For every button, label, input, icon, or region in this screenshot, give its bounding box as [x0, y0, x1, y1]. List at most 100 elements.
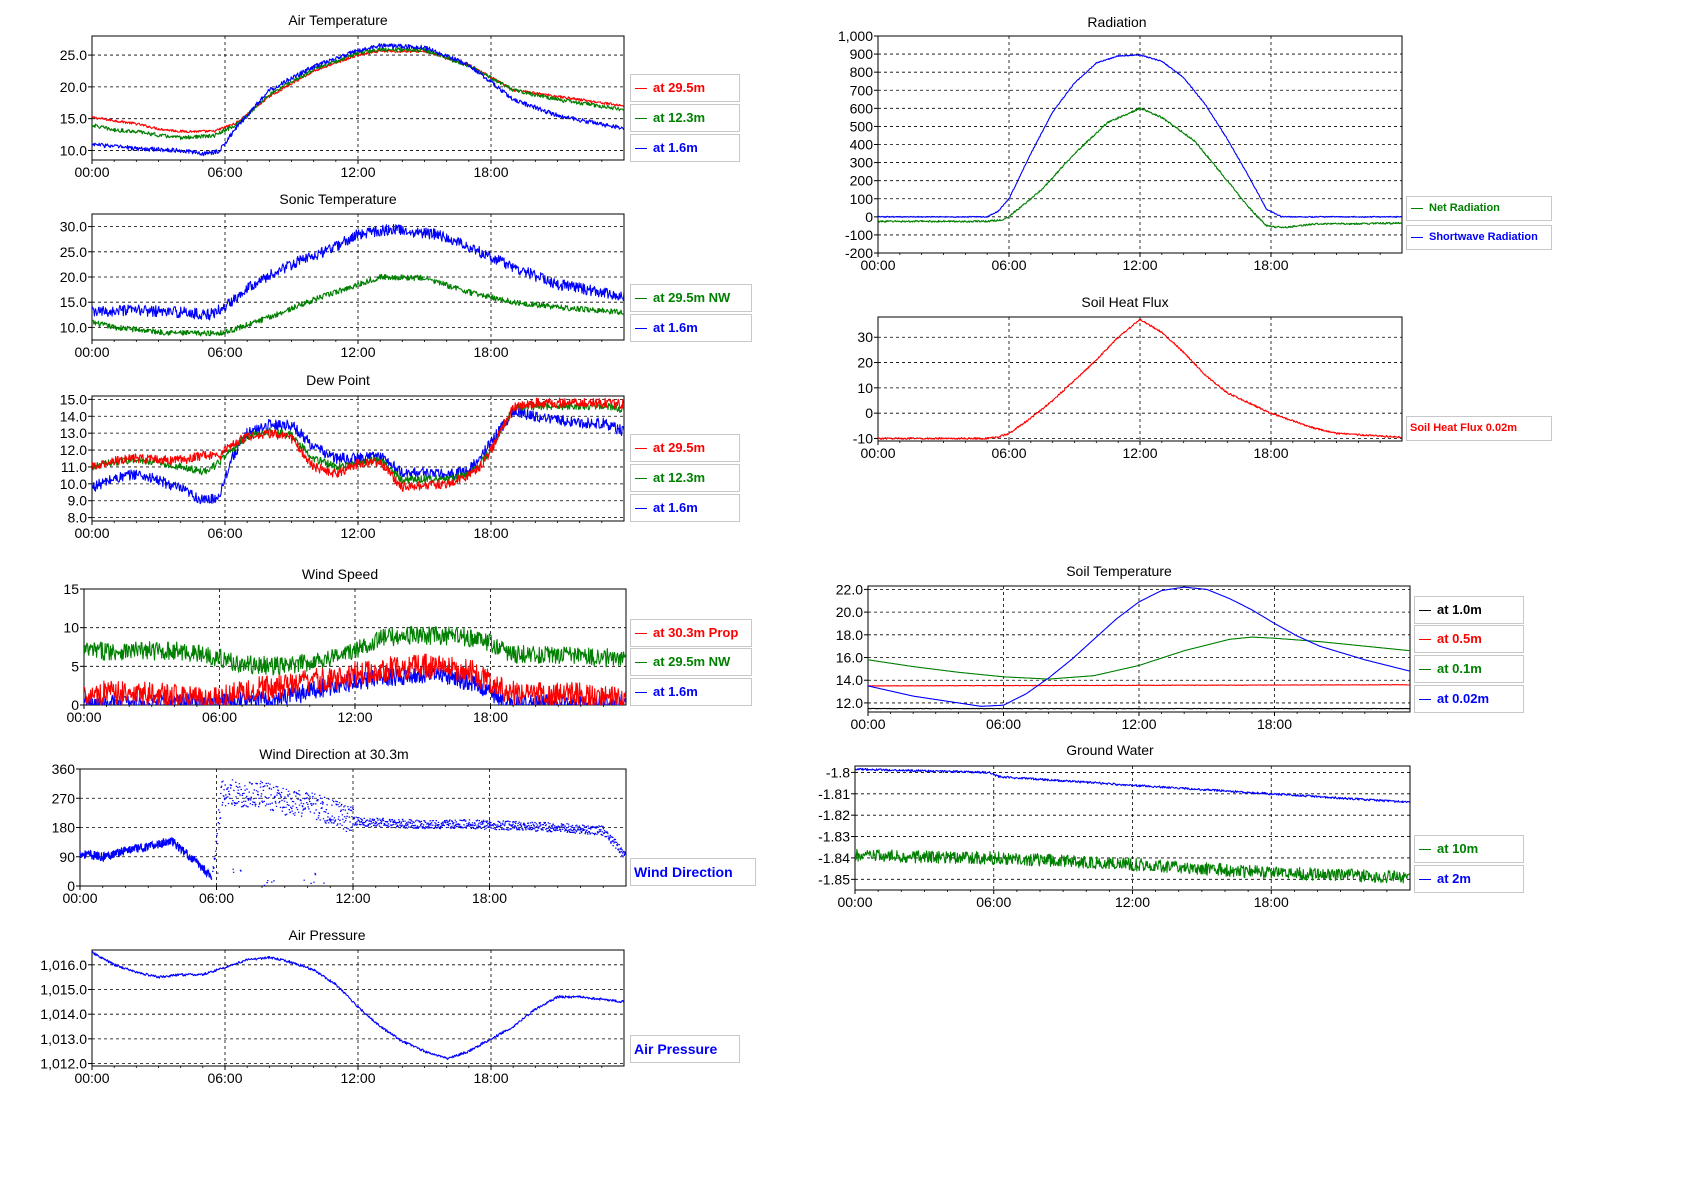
legend-label: at 30.3m Prop	[653, 625, 738, 640]
legend-shortwave-radiation: Shortwave Radiation	[1406, 225, 1552, 250]
y-tick-label: -1.8	[826, 764, 850, 780]
legend-swatch	[635, 448, 647, 449]
x-tick-label: 12:00	[340, 1070, 375, 1086]
dew-point-title: Dew Point	[306, 372, 370, 388]
y-tick-label: 11.0	[61, 459, 87, 475]
x-tick-label: 12:00	[1122, 257, 1157, 273]
y-tick-label: 20	[857, 355, 873, 371]
x-tick-label: 06:00	[207, 525, 242, 541]
legend-label: at 10m	[1437, 841, 1478, 856]
legend-swatch	[1419, 699, 1431, 700]
y-tick-label: 18.0	[836, 627, 863, 643]
legend-at-29-5m-nw: at 29.5m NW	[630, 284, 752, 312]
y-tick-label: 25.0	[60, 47, 87, 63]
x-tick-label: 18:00	[1254, 894, 1289, 910]
y-tick-label: 30	[857, 329, 873, 345]
x-tick-label: 00:00	[74, 164, 109, 180]
legend-label: at 1.6m	[653, 500, 698, 515]
legend-swatch	[635, 88, 647, 89]
y-tick-label: 600	[850, 100, 874, 116]
y-tick-label: -100	[845, 227, 873, 243]
legend-label: at 1.0m	[1437, 602, 1482, 617]
x-tick-label: 18:00	[473, 525, 508, 541]
legend-at-0-1m: at 0.1m	[1414, 655, 1524, 683]
x-tick-label: 06:00	[991, 257, 1026, 273]
x-tick-label: 12:00	[340, 525, 375, 541]
y-tick-label: -10	[853, 430, 873, 446]
x-tick-label: 18:00	[473, 1070, 508, 1086]
y-tick-label: 14.0	[836, 672, 863, 688]
legend-label: Wind Direction	[634, 864, 733, 880]
y-tick-label: 30.0	[60, 219, 87, 235]
sonic-temperature-title: Sonic Temperature	[279, 191, 396, 207]
legend-at-10m: at 10m	[1414, 835, 1524, 863]
y-tick-label: 1,013.0	[40, 1031, 87, 1047]
legend-at-1-6m: at 1.6m	[630, 494, 740, 522]
y-tick-label: 0	[865, 209, 873, 225]
y-tick-label: -1.84	[818, 850, 850, 866]
y-tick-label: 10	[857, 380, 873, 396]
legend-label: Soil Heat Flux 0.02m	[1410, 422, 1517, 434]
legend-swatch	[635, 478, 647, 479]
x-tick-label: 18:00	[1253, 257, 1288, 273]
y-tick-label: -1.83	[818, 829, 850, 845]
legend-at-0-5m: at 0.5m	[1414, 625, 1524, 653]
y-tick-label: 1,016.0	[40, 957, 87, 973]
legend-label: at 1.6m	[653, 684, 698, 699]
legend-at-1-0m: at 1.0m	[1414, 596, 1524, 624]
y-tick-label: 0	[865, 405, 873, 421]
legend-at-29-5m: at 29.5m	[630, 74, 740, 102]
legend-at-0-02m: at 0.02m	[1414, 685, 1524, 713]
x-tick-label: 12:00	[335, 890, 370, 906]
x-tick-label: 18:00	[473, 709, 508, 725]
y-tick-label: 0	[71, 697, 79, 713]
y-tick-label: 5	[71, 658, 79, 674]
x-tick-label: 12:00	[340, 344, 375, 360]
x-tick-label: 18:00	[472, 890, 507, 906]
legend-swatch	[635, 118, 647, 119]
x-tick-label: 12:00	[1115, 894, 1150, 910]
y-tick-label: 8.0	[68, 510, 88, 526]
legend-swatch	[635, 692, 647, 693]
x-tick-label: 12:00	[337, 709, 372, 725]
legend-swatch	[1419, 610, 1431, 611]
legend-swatch	[635, 298, 647, 299]
legend-label: at 12.3m	[653, 110, 705, 125]
legend-soil-heat-flux-0-02m: Soil Heat Flux 0.02m	[1406, 416, 1552, 441]
y-tick-label: -1.82	[818, 807, 850, 823]
y-tick-label: 25.0	[60, 244, 87, 260]
x-tick-label: 12:00	[340, 164, 375, 180]
x-tick-label: 06:00	[202, 709, 237, 725]
y-tick-label: -200	[845, 245, 873, 261]
legend-swatch	[1419, 639, 1431, 640]
legend-swatch	[1419, 669, 1431, 670]
x-tick-label: 06:00	[199, 890, 234, 906]
y-tick-label: 1,000	[838, 28, 873, 44]
y-tick-label: 10.0	[60, 142, 87, 158]
y-tick-label: 15.0	[60, 391, 87, 407]
y-tick-label: 10.0	[60, 319, 87, 335]
legend-swatch	[1419, 849, 1431, 850]
x-tick-label: 06:00	[207, 164, 242, 180]
legend-label: Air Pressure	[634, 1041, 717, 1057]
x-tick-label: 18:00	[473, 164, 508, 180]
x-tick-label: 00:00	[74, 344, 109, 360]
y-tick-label: 22.0	[836, 581, 863, 597]
x-tick-label: 00:00	[74, 525, 109, 541]
y-tick-label: 13.0	[60, 425, 87, 441]
legend-label: at 0.5m	[1437, 631, 1482, 646]
x-tick-label: 18:00	[1253, 445, 1288, 461]
x-tick-label: 06:00	[207, 1070, 242, 1086]
legend-label: at 29.5m	[653, 80, 705, 95]
y-tick-label: 20.0	[60, 79, 87, 95]
y-tick-label: 100	[850, 191, 874, 207]
y-tick-label: 12.0	[836, 695, 863, 711]
x-tick-label: 18:00	[1257, 716, 1292, 732]
legend-swatch	[1411, 208, 1423, 209]
